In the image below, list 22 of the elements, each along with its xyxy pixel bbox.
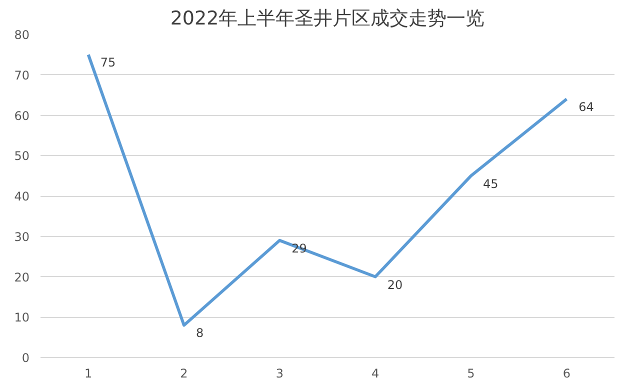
x-tick-label: 1 <box>84 366 92 380</box>
data-label: 8 <box>196 326 204 340</box>
y-tick-label: 60 <box>14 108 30 123</box>
x-tick-label: 5 <box>467 366 475 380</box>
y-tick-label: 70 <box>14 68 30 82</box>
data-label: 75 <box>100 56 116 70</box>
data-label: 64 <box>578 100 594 114</box>
y-tick-label: 20 <box>14 270 30 284</box>
data-label: 45 <box>483 176 498 191</box>
data-label: 20 <box>387 278 403 292</box>
x-tick-label: 3 <box>276 366 284 380</box>
x-tick-label: 4 <box>372 366 380 380</box>
y-tick-label: 50 <box>14 149 30 164</box>
y-tick-label: 30 <box>14 230 30 244</box>
y-tick-label: 80 <box>14 28 30 42</box>
x-tick-label: 6 <box>562 366 570 380</box>
line-series <box>86 53 568 327</box>
chart-title: 2022年上半年圣井片区成交走势一览 <box>170 8 485 30</box>
x-tick-label: 2 <box>180 366 188 380</box>
y-tick-label: 0 <box>22 351 30 365</box>
y-tick-label: 40 <box>14 190 30 204</box>
y-tick-label: 10 <box>14 310 30 325</box>
